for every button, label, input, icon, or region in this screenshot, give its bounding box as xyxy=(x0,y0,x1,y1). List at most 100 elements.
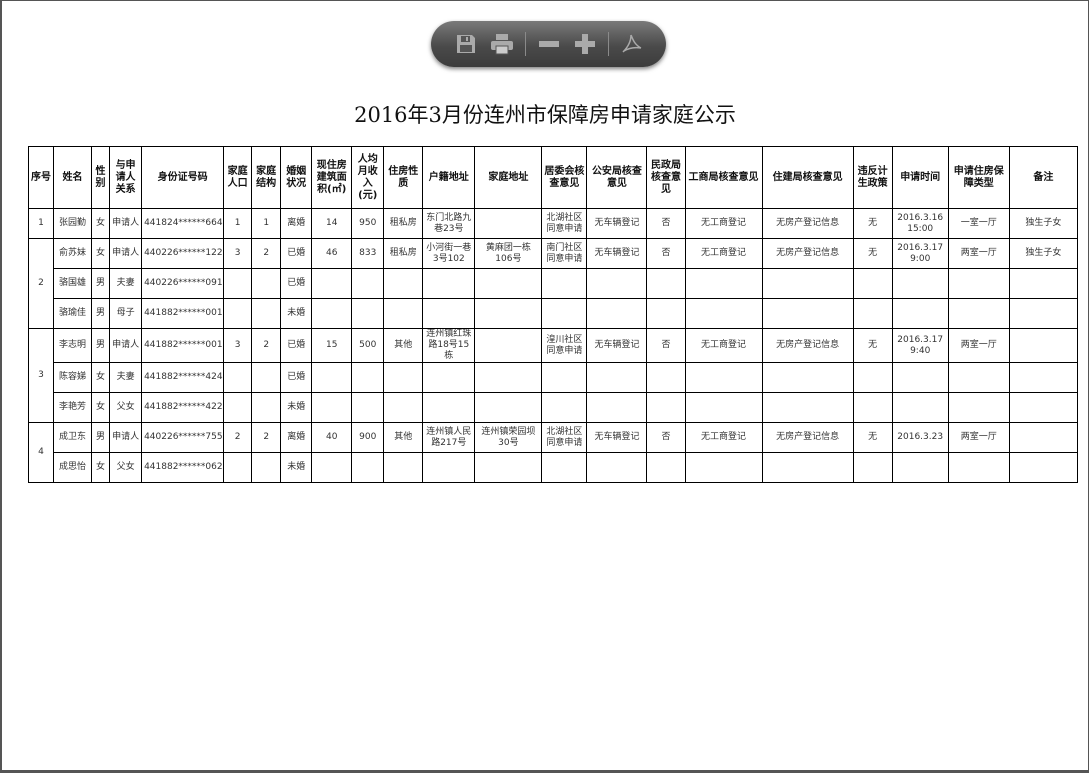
cell-hukou xyxy=(422,268,476,299)
print-button[interactable] xyxy=(489,31,515,57)
cell-hukou xyxy=(422,452,476,483)
cell-rel: 父女 xyxy=(109,392,143,423)
cell-commerce xyxy=(684,452,763,483)
acrobat-button[interactable] xyxy=(619,31,645,57)
save-button[interactable] xyxy=(453,31,479,57)
cell-people: 3 xyxy=(223,238,253,269)
cell-addr xyxy=(474,328,543,363)
column-header: 工商局核查意见 xyxy=(684,146,763,209)
cell-housing: 其他 xyxy=(383,328,424,363)
cell-name: 骆国雄 xyxy=(53,268,93,299)
cell-marriage: 未婚 xyxy=(280,452,313,483)
cell-addr xyxy=(474,392,543,423)
cell-struct: 2 xyxy=(251,328,282,363)
cell-marriage: 已婚 xyxy=(280,362,313,393)
cell-people xyxy=(223,268,253,299)
cell-type xyxy=(947,452,1010,483)
cell-committee: 北湖社区同意申请 xyxy=(541,422,588,453)
cell-planning xyxy=(852,362,893,393)
cell-sex: 女 xyxy=(91,392,111,423)
cell-commerce xyxy=(684,392,763,423)
cell-people: 2 xyxy=(223,422,253,453)
print-icon xyxy=(490,34,513,55)
zoom-in-icon xyxy=(574,34,595,54)
column-header: 民政局核查意见 xyxy=(646,146,686,209)
cell-type: 一室一厅 xyxy=(947,208,1010,239)
column-header: 与申请人关系 xyxy=(109,146,143,209)
pdf-toolbar xyxy=(431,21,666,67)
cell-area xyxy=(311,362,353,393)
cell-addr xyxy=(474,362,543,393)
cell-marriage: 已婚 xyxy=(280,268,313,299)
table-row: 2 俞苏妹女申请人 440226******1229 3 2 已婚 46 833 租私房 小河街一… xyxy=(27,238,1079,329)
cell-income: 950 xyxy=(351,208,385,239)
cell-id: 440226******7553 xyxy=(141,422,225,453)
cell-sex: 男 xyxy=(91,422,111,453)
cell-area xyxy=(311,298,353,329)
cell-police xyxy=(586,298,648,329)
cell-struct xyxy=(251,268,282,299)
save-icon xyxy=(456,35,475,53)
cell-committee xyxy=(541,298,588,329)
cell-id: 441882******001X xyxy=(141,328,225,363)
cell-time xyxy=(891,362,949,393)
column-header: 申请住房保障类型 xyxy=(947,146,1010,209)
column-header: 住建局核查意见 xyxy=(761,146,854,209)
cell-time: 2016.3.23 xyxy=(891,422,949,453)
cell-civil xyxy=(646,362,686,393)
cell-committee: 南门社区同意申请 xyxy=(541,238,588,269)
cell-police: 无车辆登记 xyxy=(586,422,648,453)
cell-planning xyxy=(852,392,893,423)
cell-hukou xyxy=(422,392,476,423)
cell-committee xyxy=(541,392,588,423)
cell-area: 46 xyxy=(311,238,353,269)
column-header: 身份证号码 xyxy=(141,146,225,209)
cell-sex: 男 xyxy=(91,328,111,363)
cell-rel: 申请人 xyxy=(109,208,143,239)
cell-construction xyxy=(761,452,854,483)
cell-committee: 湟川社区同意申请 xyxy=(541,328,588,363)
cell-struct xyxy=(251,452,282,483)
divider xyxy=(607,32,609,56)
cell-struct xyxy=(251,392,282,423)
cell-note xyxy=(1008,452,1079,483)
cell-commerce xyxy=(684,298,763,329)
column-header: 居委会核查意见 xyxy=(541,146,588,209)
cell-planning xyxy=(852,298,893,329)
cell-income xyxy=(351,452,385,483)
cell-time xyxy=(891,268,949,299)
cell-sex: 女 xyxy=(91,452,111,483)
cell-id: 441882******0012 xyxy=(141,298,225,329)
cell-time xyxy=(891,298,949,329)
cell-police: 无车辆登记 xyxy=(586,208,648,239)
cell-rel: 父女 xyxy=(109,452,143,483)
cell-income: 500 xyxy=(351,328,385,363)
cell-people xyxy=(223,362,253,393)
cell-planning xyxy=(852,452,893,483)
cell-housing xyxy=(383,362,424,393)
cell-hukou: 连州镇人民路217号 xyxy=(422,422,476,453)
cell-time: 2016.3.17 9:00 xyxy=(891,238,949,269)
cell-civil: 否 xyxy=(646,238,686,269)
applicant-table: 序号 姓名 性别 与申请人关系 身份证号码 家庭人口 家庭结构 婚姻状况 现住房建筑面积(㎡) 人… xyxy=(27,146,1079,483)
table-row: 骆国雄男夫妻 440226******0915 已婚 xyxy=(29,268,1079,299)
zoom-out-button[interactable] xyxy=(536,31,562,57)
cell-marriage: 未婚 xyxy=(280,298,313,329)
cell-people xyxy=(223,392,253,423)
cell-struct xyxy=(251,298,282,329)
cell-area: 14 xyxy=(311,208,353,239)
cell-sex: 女 xyxy=(91,362,111,393)
cell-name: 骆瑜佳 xyxy=(53,298,93,329)
cell-no: 1 xyxy=(27,208,55,239)
cell-commerce: 无工商登记 xyxy=(684,422,763,453)
table-row: 3 李志明男申请人 441882******001X 3 2 已婚 15 500 其他 连州镇红珠… xyxy=(27,328,1079,423)
cell-id: 441882******0628 xyxy=(141,452,225,483)
cell-committee xyxy=(541,362,588,393)
zoom-in-button[interactable] xyxy=(572,31,598,57)
cell-planning: 无 xyxy=(852,208,893,239)
cell-name: 俞苏妹 xyxy=(53,238,93,269)
column-header: 申请时间 xyxy=(891,146,949,209)
table-row: 骆瑜佳男母子 441882******0012 未婚 xyxy=(29,298,1079,329)
cell-note: 独生子女 xyxy=(1008,208,1079,239)
cell-no: 3 xyxy=(27,328,55,423)
